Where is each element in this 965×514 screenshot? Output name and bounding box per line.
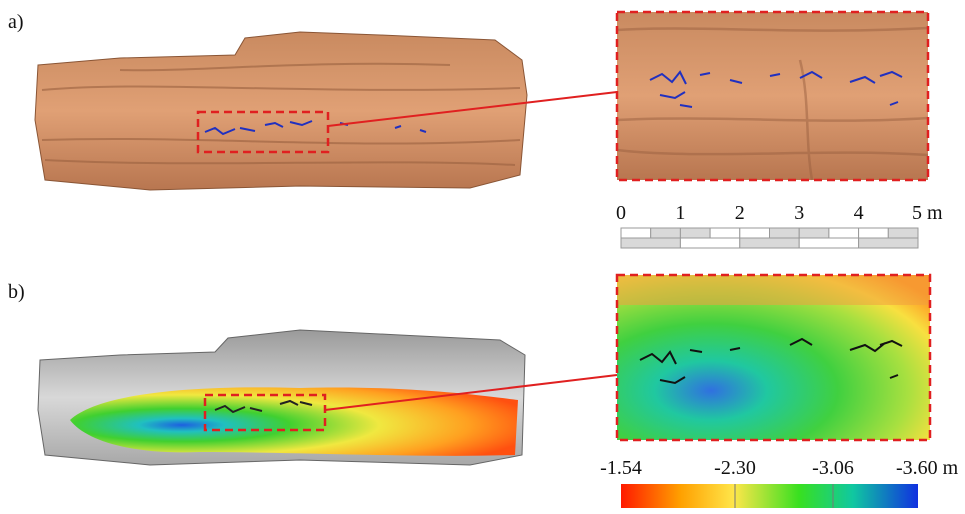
- scale-segment: [621, 238, 680, 248]
- colorbar-label: -1.54: [600, 457, 642, 479]
- scale-segment: [859, 238, 918, 248]
- colorbar-label: -3.06: [812, 457, 854, 479]
- scale-segment: [799, 228, 829, 238]
- mesh-b: [38, 330, 525, 465]
- scale-segment: [740, 238, 799, 248]
- panel-label: a): [8, 11, 24, 33]
- panel-label: b): [8, 281, 25, 303]
- scale-label: 4: [854, 202, 864, 224]
- scale-label: 2: [735, 202, 745, 224]
- scale-segment: [680, 228, 710, 238]
- scale-segment: [710, 228, 740, 238]
- scale-label: 3: [794, 202, 804, 224]
- scale-segment: [621, 228, 651, 238]
- scale-segment: [829, 228, 859, 238]
- colorbar-label: -2.30: [714, 457, 756, 479]
- scale-segment: [888, 228, 918, 238]
- colorbar-label: -3.60 m: [896, 457, 959, 479]
- color-bar: -1.54 -2.30 -3.06 -3.60 m: [600, 457, 958, 508]
- figure: a) b) 0 1 2 3 4 5 m -1.54 -2.30 -3.06 -3.60 m: [0, 0, 965, 509]
- scale-segment: [680, 238, 739, 248]
- scale-label: 1: [675, 202, 685, 224]
- scale-segment: [799, 238, 858, 248]
- scale-segment: [651, 228, 681, 238]
- scale-segment: [770, 228, 800, 238]
- scale-segment: [740, 228, 770, 238]
- scale-segment: [859, 228, 889, 238]
- scale-label: 0: [616, 202, 626, 224]
- inset-b: [617, 275, 930, 440]
- inset-a: [617, 12, 928, 180]
- scale-label: 5 m: [912, 202, 943, 224]
- scale-bar: 0 1 2 3 4 5 m: [616, 202, 943, 248]
